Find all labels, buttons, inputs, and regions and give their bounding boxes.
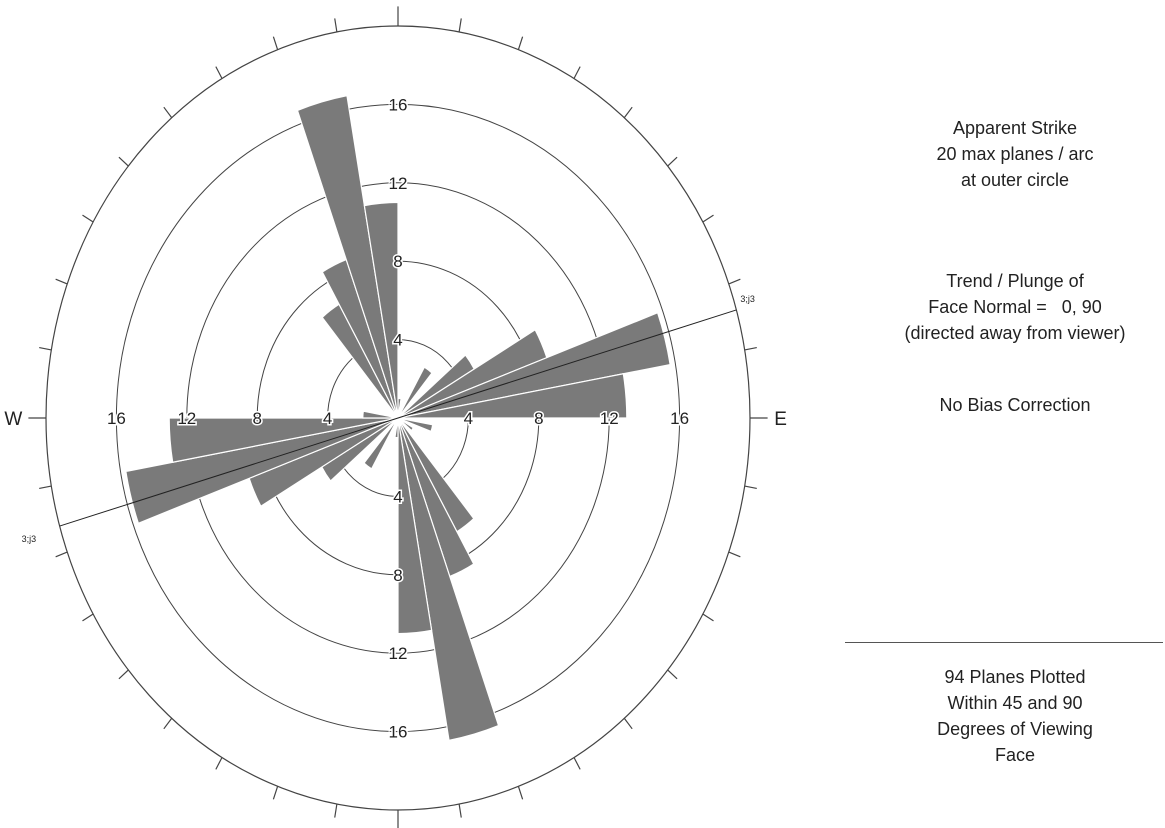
tick-mark	[728, 278, 741, 285]
tick-mark	[118, 156, 129, 167]
legend-line: Degrees of Viewing	[937, 719, 1093, 739]
tick-mark	[517, 36, 524, 50]
tick-mark	[667, 669, 678, 680]
legend-line: Trend / Plunge of	[946, 271, 1084, 291]
petal-bar	[397, 366, 433, 419]
petal-bar	[168, 417, 399, 463]
tick-mark	[215, 66, 223, 79]
petal-bar	[397, 311, 671, 419]
mean-line-label: 3;j3	[22, 534, 37, 544]
tick-mark	[163, 106, 173, 119]
tick-mark	[623, 106, 633, 119]
petal-bar	[397, 417, 415, 432]
petal-bar	[125, 417, 399, 525]
ring-label: 8	[252, 409, 261, 428]
tick-mark	[82, 613, 94, 622]
petal-bar	[397, 373, 628, 419]
tick-mark	[517, 786, 524, 800]
legend-line: Within 45 and 90	[947, 693, 1083, 713]
tick-mark	[215, 757, 223, 770]
legend-line: 20 max planes / arc	[936, 144, 1094, 164]
petal-bar	[363, 201, 399, 419]
ring-label: 12	[389, 174, 408, 193]
ring-label: 12	[600, 409, 619, 428]
petal-bar	[394, 417, 399, 439]
ring-label: 8	[393, 566, 402, 585]
mean-strike-line	[59, 309, 737, 527]
ring-label: 8	[534, 409, 543, 428]
tick-mark	[82, 214, 94, 223]
legend-line: No Bias Correction	[939, 395, 1091, 415]
tick-mark	[458, 18, 462, 33]
ring-label: 4	[323, 409, 332, 428]
ring-label: 12	[389, 644, 408, 663]
tick-mark	[573, 66, 581, 79]
tick-mark	[702, 214, 714, 223]
ring-label: 16	[670, 409, 689, 428]
legend-line: 94 Planes Plotted	[944, 667, 1086, 687]
tick-mark	[573, 757, 581, 770]
ring-label: 4	[393, 331, 402, 350]
legend-description: Apparent Strike 20 max planes / arc at o…	[870, 115, 1160, 193]
tick-mark	[118, 669, 129, 680]
tick-marks	[28, 6, 768, 828]
trend-plunge-info: Trend / Plunge of Face Normal = 0, 90 (d…	[870, 268, 1160, 346]
legend-line: Apparent Strike	[952, 118, 1078, 138]
tick-mark	[702, 613, 714, 622]
direction-label-north: N	[391, 0, 405, 2]
tick-mark	[667, 156, 678, 167]
tick-mark	[39, 485, 52, 490]
ring-circle	[115, 103, 681, 733]
ring-label: 16	[107, 409, 126, 428]
tick-mark	[334, 803, 338, 818]
direction-label-west: W	[4, 409, 22, 430]
direction-labels: NSEW	[4, 0, 787, 430]
petal-bar	[397, 417, 434, 433]
tick-mark	[744, 346, 757, 351]
legend-line: Face Normal = 0, 90	[928, 297, 1102, 317]
tick-mark	[272, 36, 279, 50]
summary-info: 94 Planes Plotted Within 45 and 90 Degre…	[870, 664, 1160, 768]
legend-separator	[845, 642, 1163, 643]
tick-mark	[55, 278, 68, 285]
mean-strike-line: 3;j3 3;j3	[22, 294, 755, 544]
direction-label-east: E	[774, 409, 787, 430]
petal-bar	[362, 410, 399, 419]
ring-label: 16	[389, 95, 408, 114]
ring-label: 8	[393, 252, 402, 271]
petal-bars	[125, 94, 671, 742]
legend-line: at outer circle	[960, 170, 1070, 190]
petal-bar	[397, 417, 500, 742]
ring-label: 4	[393, 487, 402, 506]
ring-labels: 4 4 4 4 8 8 8 8 12 12 12 12 16 16 16 16	[105, 94, 690, 743]
tick-mark	[458, 803, 462, 818]
ring-label: 12	[177, 409, 196, 428]
tick-mark	[623, 717, 633, 730]
petal-bar	[363, 417, 399, 470]
legend-line: (directed away from viewer)	[904, 323, 1126, 343]
tick-mark	[334, 18, 338, 33]
tick-mark	[39, 346, 52, 351]
tick-mark	[272, 786, 279, 800]
petal-bar	[397, 417, 433, 635]
tick-mark	[55, 551, 68, 558]
ring-label: 16	[389, 723, 408, 742]
petal-bar	[296, 94, 399, 419]
tick-mark	[163, 717, 173, 730]
tick-mark	[744, 485, 757, 490]
ring-label: 4	[464, 409, 473, 428]
mean-line-label: 3;j3	[740, 294, 755, 304]
bias-correction-info: No Bias Correction	[870, 392, 1160, 418]
tick-mark	[728, 551, 741, 558]
legend-line: Face	[994, 745, 1036, 765]
